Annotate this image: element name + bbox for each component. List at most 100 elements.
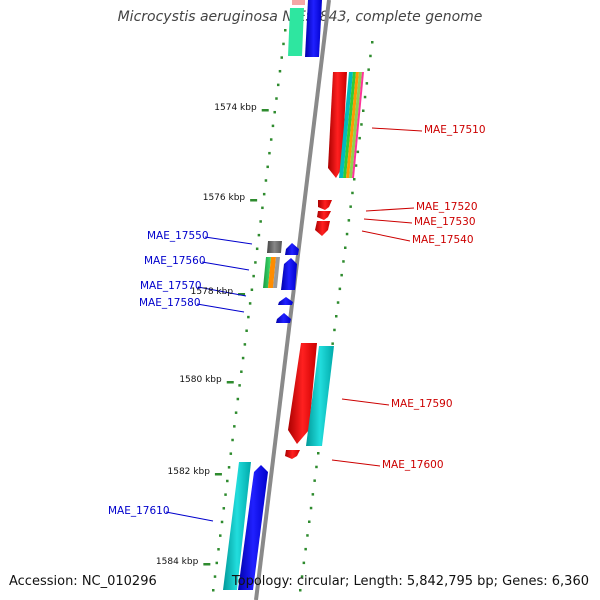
leader-line-MAE_17510: [371, 127, 423, 132]
gene-top-green: [288, 8, 304, 56]
guide-dot: [365, 82, 369, 85]
leader-line-MAE_17520: [365, 207, 415, 212]
scale-label: 1582 kbp: [167, 467, 210, 477]
guide-dot: [336, 301, 340, 304]
gene-label-MAE_17600[interactable]: MAE_17600: [382, 459, 444, 471]
guide-dot: [315, 465, 318, 469]
guide-dot: [243, 343, 247, 346]
scale-label: 1580 kbp: [179, 375, 222, 385]
guide-dot: [259, 220, 262, 223]
guide-dot: [236, 397, 240, 401]
gene-MAE_17510[interactable]: [328, 72, 364, 178]
guide-dot: [247, 315, 250, 319]
guide-dot: [224, 493, 227, 496]
guide-dot: [304, 547, 307, 551]
guide-dot: [369, 54, 372, 58]
gene-MAE_17600[interactable]: [285, 450, 300, 459]
guide-dot: [213, 575, 217, 578]
gene-MAE_17580[interactable]: [276, 313, 291, 323]
guide-dot: [338, 287, 342, 291]
leader-line-MAE_17560: [201, 261, 250, 271]
guide-dot: [284, 29, 287, 32]
guide-dot: [347, 219, 351, 222]
guide-dot: [268, 151, 271, 155]
gene-MAE_17520[interactable]: [318, 200, 332, 210]
scale-label: 1576 kbp: [202, 193, 246, 203]
genome-summary-text: Topology: circular; Length: 5,842,795 bp…: [231, 574, 589, 589]
scale-tick: [238, 293, 246, 296]
gene-label-MAE_17570[interactable]: MAE_17570: [140, 280, 202, 292]
guide-dot: [245, 329, 248, 332]
guide-dot: [212, 589, 215, 592]
genome-backbone: [254, 0, 331, 600]
guide-dot: [345, 232, 349, 236]
leader-line-MAE_17580: [196, 303, 245, 313]
guide-dot: [282, 42, 285, 46]
gene-label-MAE_17540[interactable]: MAE_17540: [412, 234, 474, 246]
guide-dot: [333, 328, 336, 332]
guide-dot: [255, 247, 259, 251]
guide-dot: [266, 165, 269, 169]
scale-ticks: [203, 109, 269, 566]
gene-MAE_17590[interactable]: [288, 343, 334, 446]
scale-label: 1578 kbp: [190, 287, 234, 297]
guide-dot: [278, 69, 282, 73]
gene-MAE_17610[interactable]: [223, 462, 268, 590]
guide-dot: [273, 110, 276, 114]
guide-dot: [280, 56, 283, 59]
gene-label-MAE_17590[interactable]: MAE_17590: [391, 398, 453, 410]
guide-dot: [257, 233, 261, 237]
guide-dot: [300, 575, 304, 578]
guide-dot: [349, 205, 352, 208]
gene-label-MAE_17530[interactable]: MAE_17530: [414, 216, 476, 228]
leader-line-MAE_17550: [204, 236, 253, 245]
guide-dot: [309, 506, 313, 510]
gene-label-MAE_17580[interactable]: MAE_17580: [139, 297, 201, 309]
guide-dot: [264, 179, 268, 182]
guide-dot: [252, 274, 255, 278]
leader-line-MAE_17590: [341, 398, 390, 406]
guide-dot: [353, 178, 356, 181]
guide-dot: [222, 507, 226, 510]
gene-MAE_17570[interactable]: [278, 297, 293, 305]
guide-dot: [229, 452, 233, 455]
guide-dot: [234, 411, 238, 414]
guide-dot: [351, 191, 354, 195]
scale-tick: [261, 109, 269, 112]
gene-top-pink: [292, 0, 305, 5]
guide-dot: [363, 95, 367, 99]
gene-label-MAE_17610[interactable]: MAE_17610: [108, 505, 170, 517]
scale-tick: [226, 381, 234, 384]
guide-dot: [299, 589, 302, 592]
gene-MAE_17550[interactable]: [267, 241, 299, 255]
gene-MAE_17530[interactable]: [317, 211, 331, 220]
guide-dot: [354, 164, 358, 167]
gene-label-MAE_17510[interactable]: MAE_17510: [424, 124, 486, 136]
leader-line-MAE_17600: [331, 459, 381, 467]
guide-dot: [317, 452, 320, 455]
guide-dot: [231, 438, 234, 442]
scale-label: 1574 kbp: [214, 103, 257, 113]
gene-MAE_17560[interactable]: [263, 257, 297, 290]
gene-label-MAE_17560[interactable]: MAE_17560: [144, 255, 206, 267]
scale-tick: [203, 563, 211, 566]
guide-dot: [220, 520, 224, 524]
gene-MAE_17540[interactable]: [315, 221, 330, 236]
gene-label-MAE_17520[interactable]: MAE_17520: [416, 201, 478, 213]
guide-dot: [276, 83, 280, 87]
guide-dot: [362, 109, 365, 112]
guide-dot: [360, 123, 363, 126]
leader-lines: [165, 127, 423, 522]
guide-dot: [306, 534, 309, 537]
gene-label-MAE_17550[interactable]: MAE_17550: [147, 230, 209, 242]
top-partial-features: [288, 0, 322, 57]
gene-top-blue: [305, 0, 322, 57]
guide-dot: [240, 370, 243, 373]
guide-dot: [302, 561, 306, 565]
guide-dot: [233, 425, 236, 428]
guide-dot: [261, 206, 264, 210]
guide-dot: [215, 561, 219, 565]
guide-dot: [269, 138, 273, 141]
guide-dot: [371, 41, 374, 44]
